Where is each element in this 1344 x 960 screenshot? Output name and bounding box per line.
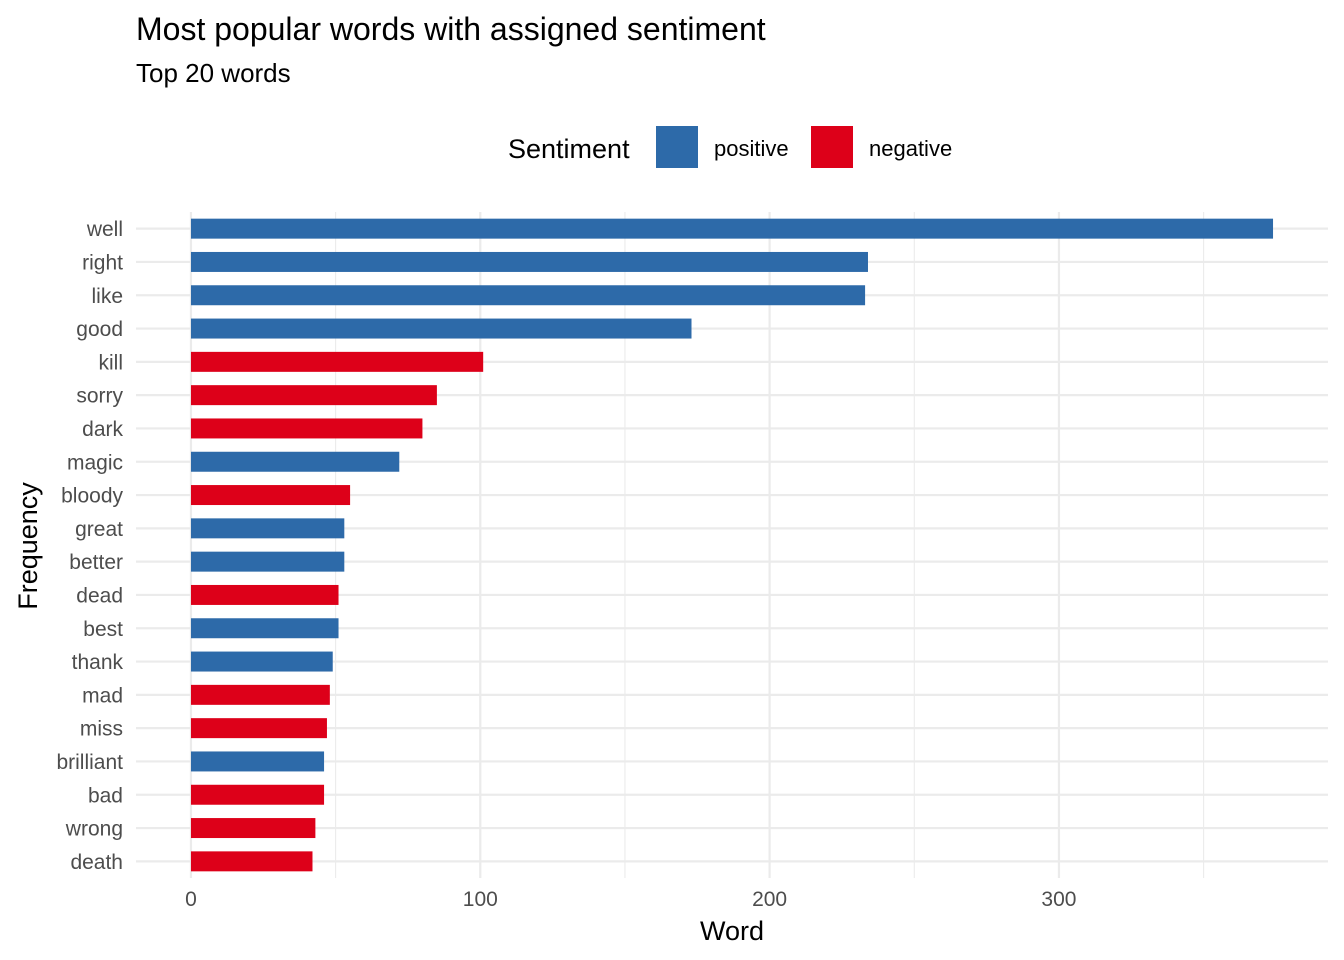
y-axis-tick-labels: well right like good kill sorry dark magic blood… [56,218,123,874]
legend-key-negative [811,126,853,168]
bar-dark [190,418,423,439]
bar-kill [190,351,484,372]
y-tick-label: bad [88,784,123,807]
bars [190,218,1274,872]
legend-key-positive [656,126,698,168]
y-tick-label: bloody [61,485,123,508]
x-tick-label: 300 [1041,888,1076,911]
x-axis-tick-labels: 0 100 200 300 [185,888,1076,911]
bar-magic [190,451,400,472]
bar-miss [190,718,327,739]
bar-thank [190,651,333,672]
y-tick-label: better [69,551,123,574]
y-tick-label: right [82,251,123,274]
y-tick-label: best [83,618,123,641]
x-tick-label: 100 [463,888,498,911]
y-tick-label: great [75,518,123,541]
y-tick-label: like [91,285,123,308]
bar-bad [190,784,325,805]
y-tick-label: well [86,218,123,241]
bar-right [190,251,868,272]
bar-dead [190,584,339,605]
chart-subtitle: Top 20 words [136,58,291,88]
bar-good [190,318,692,339]
y-tick-label: dead [76,584,123,607]
bar-sorry [190,385,437,406]
bar-better [190,551,345,572]
legend-title: Sentiment [508,134,630,164]
legend-label-positive: positive [714,136,789,161]
chart-title: Most popular words with assigned sentime… [136,11,766,47]
y-tick-label: kill [99,351,124,374]
bar-like [190,285,866,306]
y-tick-label: magic [67,451,123,474]
y-tick-label: sorry [76,385,123,408]
legend-label-negative: negative [869,136,952,161]
bar-brilliant [190,751,325,772]
legend: Sentiment positive negative [508,126,952,168]
x-tick-label: 200 [752,888,787,911]
bar-bloody [190,485,351,506]
y-tick-label: wrong [65,818,123,841]
y-tick-label: good [76,318,123,341]
y-tick-label: thank [72,651,124,674]
x-axis-title: Word [700,916,764,946]
bar-wrong [190,818,316,839]
y-tick-label: dark [82,418,123,441]
y-tick-label: miss [80,718,123,741]
bar-well [190,218,1274,239]
grid [136,212,1328,878]
bar-great [190,518,345,539]
y-tick-label: mad [82,684,123,707]
y-tick-label: brilliant [56,751,123,774]
y-tick-label: death [70,851,123,874]
y-axis-title: Frequency [13,482,43,610]
x-tick-label: 0 [185,888,197,911]
bar-best [190,618,339,639]
bar-death [190,851,313,872]
bar-mad [190,684,330,705]
